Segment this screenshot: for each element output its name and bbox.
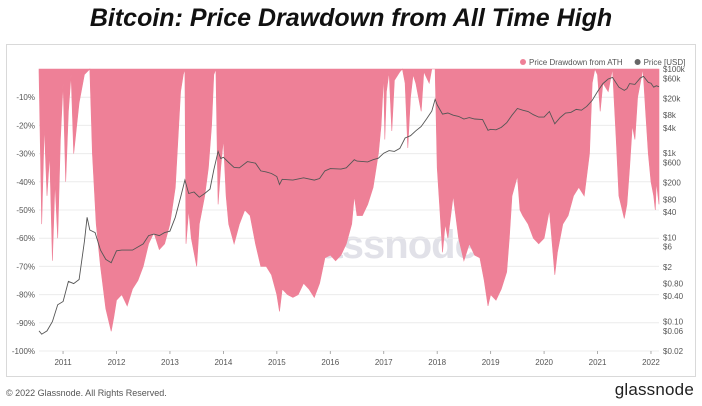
x-tick-label: 2018 (428, 358, 446, 367)
y-left-tick-label: -80% (16, 291, 35, 300)
legend-label: Price [USD] (644, 58, 686, 67)
glassnode-logo: glassnode (614, 380, 694, 399)
legend-label: Price Drawdown from ATH (529, 58, 623, 67)
y-right-tick-label: $2 (663, 263, 672, 272)
x-tick-label: 2021 (589, 358, 607, 367)
y-left-tick-label: -40% (16, 178, 35, 187)
chart-frame: glassnode -10% -20% -30% -40% -50% -60% -70% -8… (6, 44, 696, 377)
x-tick-label: 2019 (482, 358, 500, 367)
chart-title: Bitcoin: Price Drawdown from All Time Hi… (89, 4, 613, 32)
x-tick-label: 2013 (161, 358, 179, 367)
y-right-tick-label: $600 (663, 159, 681, 168)
y-right-tick-label: $0.80 (663, 280, 684, 289)
y-left-tick-label: -30% (16, 150, 35, 159)
x-tick-label: 2015 (268, 358, 286, 367)
x-tick-label: 2012 (108, 358, 126, 367)
y-left-tick-label: -20% (16, 121, 35, 130)
drawdown-chart: -10% -20% -30% -40% -50% -60% -70% -80% -90% -100… (12, 58, 686, 367)
y-right-tick-label: $0.02 (663, 347, 684, 356)
legend-marker (520, 59, 526, 65)
y-right-tick-label: $80 (663, 195, 677, 204)
y-right-tick-label: $200 (663, 179, 681, 188)
x-tick-label: 2017 (375, 358, 393, 367)
x-tick-label: 2014 (214, 358, 232, 367)
y-left-tick-label: -10% (16, 93, 35, 102)
y-right-tick-label: $8k (663, 111, 677, 120)
x-tick-label: 2020 (535, 358, 553, 367)
y-right-tick-label: $0.10 (663, 318, 684, 327)
price-line (38, 75, 660, 335)
drawdown-area (38, 68, 660, 332)
y-right-tick-label: $40 (663, 208, 677, 217)
y-right-tick-label: $100k (663, 65, 686, 74)
y-right-tick-label: $10 (663, 233, 677, 242)
y-right-tick-label: $6 (663, 243, 672, 252)
y-right-tick-label: $60k (663, 74, 681, 83)
y-right-tick-label: $20k (663, 94, 681, 103)
y-left-tick-label: -70% (16, 262, 35, 271)
y-right-tick-label: $0.06 (663, 327, 684, 336)
y-left-tick-label: -50% (16, 206, 35, 215)
legend-marker (634, 59, 641, 65)
y-left-tick-label: -100% (12, 347, 35, 356)
x-tick-label: 2011 (54, 358, 72, 367)
y-right-tick-label: $1k (663, 149, 677, 158)
copyright-text: © 2022 Glassnode. All Rights Reserved. (6, 388, 167, 398)
x-tick-label: 2022 (642, 358, 660, 367)
y-left-tick-label: -90% (16, 319, 35, 328)
y-left-tick-label: -60% (16, 234, 35, 243)
y-right-tick-label: $0.40 (663, 292, 684, 301)
x-tick-label: 2016 (321, 358, 339, 367)
y-right-tick-label: $4k (663, 124, 677, 133)
